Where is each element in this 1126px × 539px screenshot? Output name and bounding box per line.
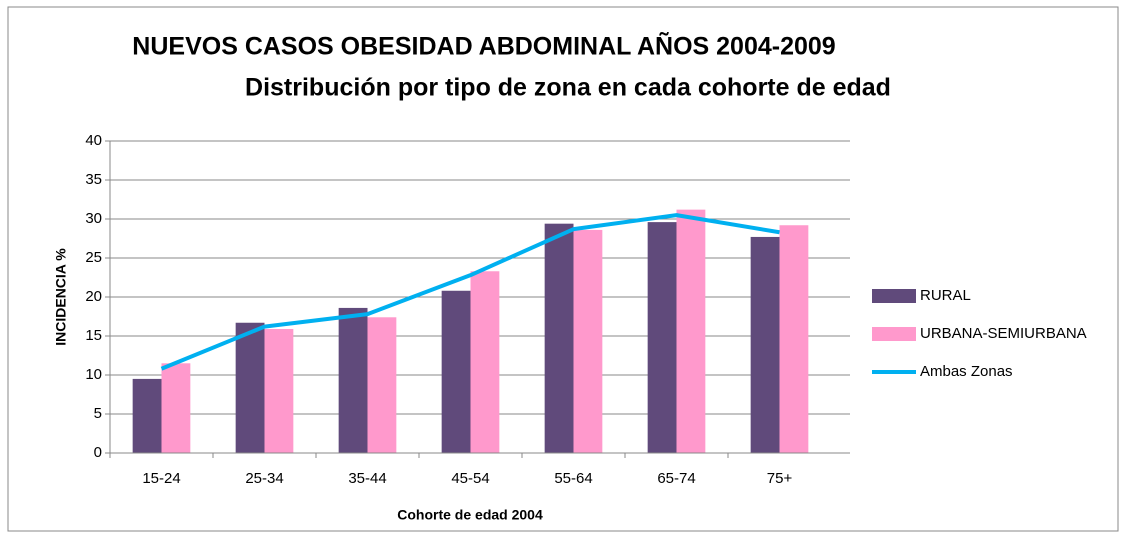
y-tick-label: 10 <box>85 366 102 383</box>
bar <box>132 378 162 453</box>
chart-subtitle: Distribución por tipo de zona en cada co… <box>245 74 891 102</box>
bar <box>338 307 368 453</box>
y-tick-label: 5 <box>94 405 102 422</box>
x-tick-label: 25-34 <box>245 470 283 487</box>
bar <box>647 222 677 453</box>
x-tick-label: 55-64 <box>554 470 592 487</box>
legend-label: RURAL <box>920 287 971 304</box>
y-tick-label: 35 <box>85 171 102 188</box>
x-axis-title: Cohorte de edad 2004 <box>397 507 543 523</box>
y-tick-label: 20 <box>85 288 102 305</box>
x-tick-label: 15-24 <box>142 470 180 487</box>
x-tick-label: 45-54 <box>451 470 489 487</box>
bar <box>441 290 471 453</box>
x-tick-label: 35-44 <box>348 470 386 487</box>
bar <box>750 236 780 453</box>
y-tick-label: 25 <box>85 249 102 266</box>
y-tick-label: 30 <box>85 210 102 227</box>
chart-title: NUEVOS CASOS OBESIDAD ABDOMINAL AÑOS 200… <box>132 31 835 61</box>
bar <box>573 229 603 453</box>
legend-label: Ambas Zonas <box>920 363 1013 380</box>
bar <box>161 363 191 453</box>
bar <box>779 225 809 453</box>
legend-label: URBANA-SEMIURBANA <box>920 325 1087 342</box>
bar <box>676 209 706 453</box>
y-tick-label: 15 <box>85 327 102 344</box>
x-tick-label: 65-74 <box>657 470 695 487</box>
bar <box>264 328 294 453</box>
bar <box>544 223 574 453</box>
bar <box>367 317 397 453</box>
line <box>160 213 780 371</box>
legend-swatch <box>872 327 916 341</box>
x-tick-label: 75+ <box>767 470 793 487</box>
legend-swatch <box>872 289 916 303</box>
y-tick-label: 0 <box>94 444 102 461</box>
y-tick-label: 40 <box>85 132 102 149</box>
bar <box>470 271 500 453</box>
y-axis-title: INCIDENCIA % <box>53 248 69 346</box>
bar <box>235 322 265 453</box>
